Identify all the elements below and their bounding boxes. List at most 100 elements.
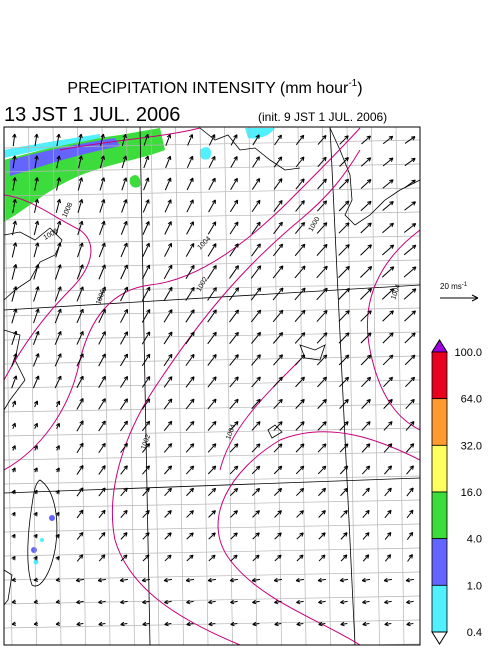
coastline <box>4 227 63 301</box>
wind-arrow <box>252 599 260 605</box>
wind-arrow <box>339 421 349 431</box>
grid-line <box>4 403 420 413</box>
vector-legend-arrowhead <box>471 294 479 302</box>
wind-arrow <box>295 376 305 388</box>
meridian <box>329 127 356 645</box>
colorbar-segment <box>431 538 448 586</box>
wind-arrow <box>382 135 394 145</box>
wind-arrow <box>143 177 150 191</box>
wind-arrow <box>252 554 260 562</box>
wind-arrow <box>384 531 392 540</box>
coastline <box>199 127 301 171</box>
wind-arrow <box>11 621 17 627</box>
wind-arrow <box>229 265 239 279</box>
wind-arrow <box>230 532 238 540</box>
wind-arrow <box>54 330 62 345</box>
wind-arrow <box>251 354 261 366</box>
isobar-label: 1004 <box>225 424 237 441</box>
wind-arrow <box>76 442 84 454</box>
wind-arrow <box>34 133 39 147</box>
wind-arrow <box>295 443 305 453</box>
wind-arrow <box>295 178 305 190</box>
colorbar-segment <box>431 444 448 493</box>
wind-arrow <box>252 532 260 540</box>
wind-arrow <box>97 577 107 583</box>
wind-arrow <box>165 155 172 169</box>
wind-arrow <box>229 287 240 301</box>
grid-line <box>297 127 307 645</box>
wind-arrow <box>362 554 370 562</box>
grid-line <box>52 127 62 645</box>
wind-arrow <box>339 577 349 583</box>
wind-arrow <box>317 421 327 431</box>
wind-arrow <box>403 266 417 278</box>
grid-line <box>4 211 420 221</box>
wind-arrow <box>119 577 129 583</box>
wind-arrow <box>404 136 416 144</box>
wind-arrow <box>186 155 194 169</box>
wind-arrow <box>55 533 60 539</box>
wind-arrow <box>11 599 17 605</box>
wind-arrow <box>208 510 216 518</box>
grid-line <box>4 139 420 149</box>
wind-arrow <box>185 353 195 366</box>
wind-arrow <box>120 487 128 497</box>
wind-arrow <box>55 599 61 605</box>
wind-arrow <box>317 156 327 168</box>
wind-arrow <box>338 265 350 278</box>
isobar <box>112 149 361 645</box>
wind-arrow <box>164 554 172 562</box>
wind-arrow <box>141 331 151 345</box>
grid-line <box>4 499 420 509</box>
colorbar-segment <box>431 584 448 633</box>
wind-arrow <box>120 220 128 235</box>
wind-arrow <box>120 264 128 280</box>
wind-arrow <box>294 332 306 344</box>
wind-arrow <box>339 376 350 388</box>
isobar <box>59 127 201 151</box>
wind-arrow <box>295 398 305 409</box>
isobar <box>219 359 301 471</box>
wind-arrow <box>11 400 17 408</box>
wind-arrow <box>360 288 373 300</box>
wind-arrow <box>98 331 106 345</box>
valid-time: 13 JST 1 JUL. 2006 <box>4 104 180 126</box>
wind-arrow <box>78 133 83 147</box>
precip-area <box>245 128 275 139</box>
wind-arrow <box>141 353 151 367</box>
wind-arrow <box>381 288 395 300</box>
precip-area <box>40 538 44 542</box>
wind-arrow <box>252 156 260 168</box>
wind-arrow <box>362 621 370 627</box>
wind-arrow <box>294 287 306 301</box>
wind-arrow <box>208 554 216 562</box>
wind-arrow <box>143 133 150 146</box>
wind-arrow <box>294 309 306 322</box>
wind-arrow <box>99 199 106 213</box>
wind-arrow <box>360 332 372 344</box>
wind-arrow <box>55 422 60 429</box>
wind-arrow <box>164 532 172 540</box>
precip-area <box>49 515 55 521</box>
wind-arrow <box>185 376 195 388</box>
wind-arrow <box>99 177 106 191</box>
precip-area <box>4 134 100 158</box>
wind-arrow <box>382 332 394 344</box>
wind-arrow <box>317 376 328 388</box>
precip-area <box>4 128 165 222</box>
wind-arrow <box>120 554 128 562</box>
parallel <box>4 284 420 311</box>
wind-arrow <box>163 420 173 432</box>
wind-arrow <box>317 465 327 475</box>
isobar <box>4 194 92 381</box>
wind-arrow <box>405 577 415 583</box>
wind-arrow <box>208 599 216 605</box>
wind-arrow <box>76 621 84 627</box>
wind-arrow <box>339 135 349 145</box>
meridian <box>139 127 151 645</box>
wind-arrow <box>229 465 239 475</box>
wind-arrow <box>187 134 194 146</box>
wind-arrow <box>12 220 18 236</box>
wind-arrow <box>77 220 84 236</box>
wind-arrow <box>141 420 151 432</box>
